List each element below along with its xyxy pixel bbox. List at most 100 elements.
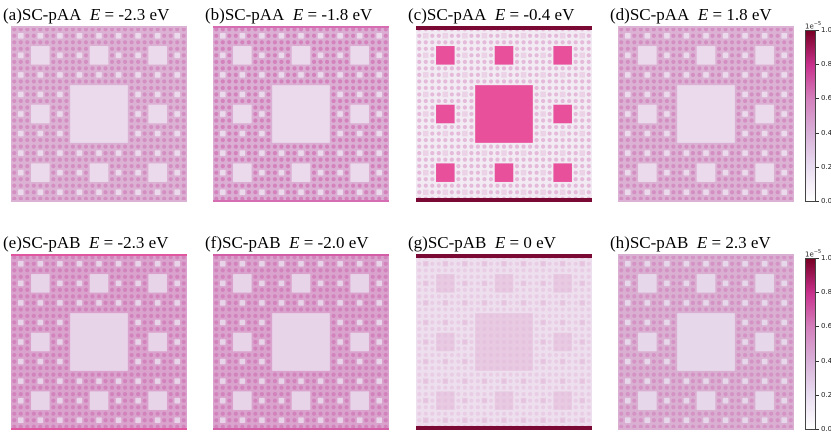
site-dot bbox=[664, 164, 669, 169]
site-dot bbox=[77, 40, 82, 45]
site-dot bbox=[729, 79, 735, 84]
site-dot bbox=[671, 137, 676, 143]
site-dot bbox=[324, 79, 330, 84]
site-dot bbox=[344, 183, 349, 188]
site-dot bbox=[619, 131, 624, 136]
site-dot bbox=[70, 46, 76, 51]
site-dot bbox=[142, 131, 147, 136]
site-dot bbox=[436, 124, 441, 130]
site-dot bbox=[77, 27, 82, 32]
site-dot bbox=[292, 385, 297, 390]
site-dot bbox=[351, 79, 356, 84]
site-dot bbox=[324, 190, 330, 195]
site-dot bbox=[331, 59, 336, 64]
carpet-hole bbox=[76, 189, 83, 195]
site-dot bbox=[632, 33, 637, 38]
site-dot bbox=[658, 118, 663, 123]
carpet-hole bbox=[356, 150, 363, 156]
site-dot bbox=[351, 40, 356, 45]
site-dot bbox=[240, 137, 245, 143]
site-dot bbox=[77, 268, 82, 273]
carpet-hole bbox=[494, 163, 514, 182]
site-dot bbox=[331, 164, 336, 169]
site-dot bbox=[64, 405, 69, 410]
site-dot bbox=[456, 85, 461, 91]
site-dot bbox=[632, 183, 637, 188]
edge-bottom bbox=[213, 200, 389, 202]
site-dot bbox=[25, 385, 30, 390]
site-dot bbox=[554, 151, 559, 156]
site-dot bbox=[90, 66, 95, 71]
site-dot bbox=[298, 424, 304, 429]
site-dot bbox=[338, 326, 343, 332]
carpet-hole bbox=[174, 111, 180, 117]
carpet-hole bbox=[376, 130, 382, 137]
site-dot bbox=[475, 66, 481, 71]
site-dot bbox=[383, 333, 388, 338]
carpet-hole bbox=[317, 189, 324, 195]
site-dot bbox=[18, 365, 23, 371]
site-dot bbox=[220, 385, 225, 390]
site-dot bbox=[103, 196, 108, 201]
site-dot bbox=[456, 190, 461, 195]
site-dot bbox=[136, 105, 141, 110]
site-dot bbox=[449, 124, 454, 130]
site-dot bbox=[227, 294, 232, 299]
site-dot bbox=[83, 379, 89, 384]
site-dot bbox=[103, 190, 108, 195]
site-dot bbox=[749, 46, 754, 51]
site-dot bbox=[716, 33, 722, 38]
site-dot bbox=[769, 72, 774, 77]
site-dot bbox=[370, 346, 375, 351]
site-dot bbox=[64, 365, 69, 371]
site-dot bbox=[331, 137, 336, 143]
site-dot bbox=[324, 379, 330, 384]
site-dot bbox=[305, 144, 310, 149]
site-dot bbox=[469, 118, 474, 123]
site-dot bbox=[266, 92, 271, 97]
carpet-hole bbox=[135, 339, 141, 345]
site-dot bbox=[514, 164, 520, 169]
site-dot bbox=[736, 170, 741, 175]
site-dot bbox=[51, 365, 56, 371]
site-dot bbox=[12, 307, 17, 312]
site-dot bbox=[423, 372, 428, 377]
site-dot bbox=[690, 196, 696, 201]
carpet-hole bbox=[115, 33, 122, 39]
site-dot bbox=[775, 79, 780, 84]
site-dot bbox=[18, 137, 23, 143]
site-dot bbox=[351, 85, 356, 91]
site-dot bbox=[658, 33, 663, 38]
site-dot bbox=[534, 157, 539, 162]
panel-title: (a)SC-pAA E = -2.3 eV bbox=[3, 6, 169, 24]
site-dot bbox=[64, 66, 69, 71]
carpet-hole bbox=[579, 150, 585, 156]
carpet-hole bbox=[76, 150, 83, 156]
carpet-hole bbox=[259, 33, 265, 39]
site-dot bbox=[214, 365, 219, 371]
site-dot bbox=[83, 385, 89, 390]
carpet-hole bbox=[259, 169, 265, 176]
site-dot bbox=[266, 164, 271, 169]
site-dot bbox=[214, 372, 219, 377]
site-dot bbox=[541, 164, 546, 169]
site-dot bbox=[64, 72, 69, 77]
carpet-hole bbox=[644, 189, 651, 195]
site-dot bbox=[272, 151, 278, 156]
site-dot bbox=[749, 196, 754, 201]
site-dot bbox=[488, 40, 494, 45]
site-dot bbox=[651, 72, 656, 77]
site-dot bbox=[736, 164, 741, 169]
site-dot bbox=[279, 164, 284, 169]
site-dot bbox=[279, 157, 284, 162]
site-dot bbox=[116, 164, 121, 169]
site-dot bbox=[266, 124, 271, 130]
site-dot bbox=[51, 92, 56, 97]
site-dot bbox=[122, 307, 128, 312]
carpet-hole bbox=[462, 52, 468, 59]
carpet-hole bbox=[677, 85, 735, 143]
site-dot bbox=[292, 144, 297, 149]
site-dot bbox=[305, 372, 310, 377]
site-dot bbox=[567, 131, 572, 136]
site-dot bbox=[723, 183, 728, 188]
